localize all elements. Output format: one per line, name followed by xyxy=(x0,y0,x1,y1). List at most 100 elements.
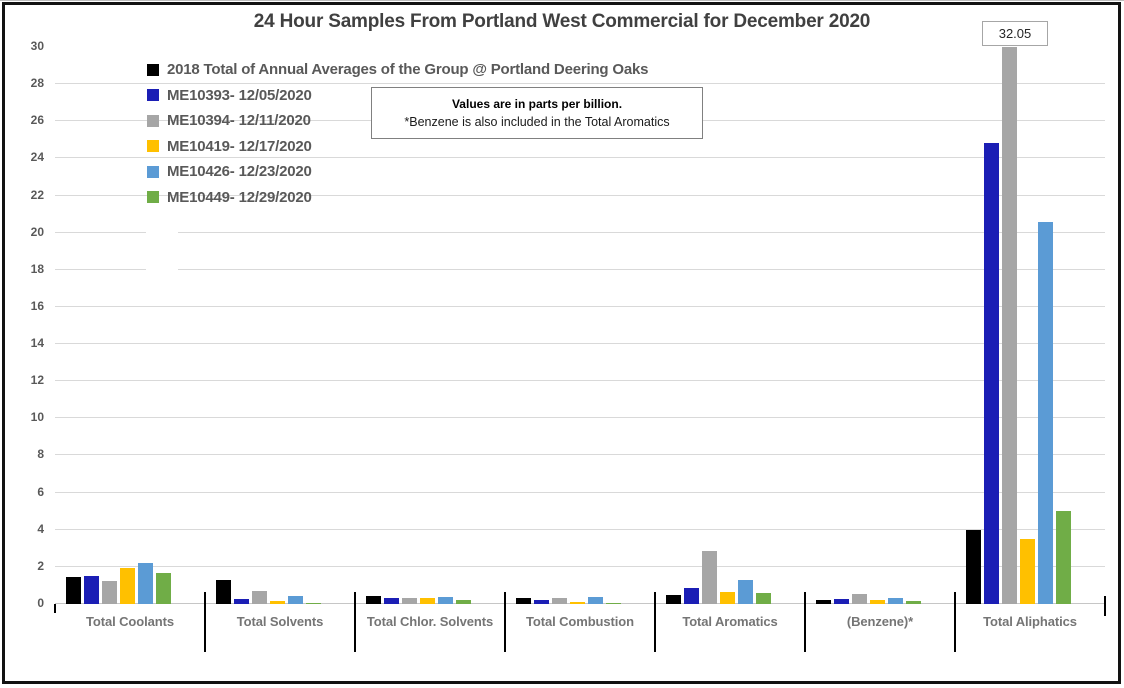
bar[interactable] xyxy=(1056,511,1071,604)
legend-item[interactable]: ME10394- 12/11/2020 xyxy=(147,108,648,134)
gridline xyxy=(55,305,1105,307)
white-patch xyxy=(146,221,178,285)
bar[interactable] xyxy=(756,592,771,604)
bar[interactable] xyxy=(438,596,453,604)
category-separator-tick xyxy=(654,592,656,652)
category-separator-tick xyxy=(804,592,806,652)
bar[interactable] xyxy=(552,597,567,604)
bar[interactable] xyxy=(402,597,417,604)
y-axis-tick-label: 28 xyxy=(30,76,44,91)
gridline xyxy=(55,83,1105,85)
category-axis-label: Total Chlor. Solvents xyxy=(366,614,494,629)
legend-label: ME10393- 12/05/2020 xyxy=(167,86,312,104)
bar[interactable] xyxy=(534,600,549,604)
legend-item[interactable]: ME10426- 12/23/2020 xyxy=(147,159,648,185)
bar-group xyxy=(205,47,355,604)
bar[interactable] xyxy=(84,576,99,604)
bar[interactable] xyxy=(816,600,831,604)
category-separator-tick xyxy=(54,604,56,613)
bar[interactable] xyxy=(984,142,999,604)
category-axis-label: Total Aliphatics xyxy=(983,614,1077,629)
y-axis-tick-label: 6 xyxy=(37,484,44,499)
y-axis-tick-label: 30 xyxy=(30,39,44,53)
bar[interactable] xyxy=(738,579,753,604)
y-axis-tick-label: 14 xyxy=(30,336,44,351)
category-axis-label: Total Coolants xyxy=(86,614,174,629)
bar[interactable] xyxy=(834,599,849,604)
gridline xyxy=(55,491,1105,493)
y-axis-tick-label: 4 xyxy=(37,521,44,536)
legend-item[interactable]: ME10449- 12/29/2020 xyxy=(147,185,648,211)
gridline xyxy=(55,231,1105,233)
bar[interactable] xyxy=(684,588,699,604)
legend-swatch-icon xyxy=(147,89,159,102)
gridline xyxy=(55,343,1105,345)
bar[interactable] xyxy=(306,602,321,604)
bar[interactable] xyxy=(702,551,717,604)
legend-swatch-icon xyxy=(147,114,159,127)
note-box: Values are in parts per billion. *Benzen… xyxy=(371,87,703,139)
legend-item[interactable]: ME10393- 12/05/2020 xyxy=(147,83,648,109)
legend-label: ME10394- 12/11/2020 xyxy=(167,112,311,130)
legend-swatch-icon xyxy=(147,63,159,76)
y-axis-tick-label: 0 xyxy=(37,596,44,610)
legend-label: ME10426- 12/23/2020 xyxy=(167,163,312,181)
legend-label: 2018 Total of Annual Averages of the Gro… xyxy=(167,61,649,79)
gridline xyxy=(55,454,1105,456)
category-axis-label: Total Combustion xyxy=(526,614,634,629)
bar[interactable] xyxy=(888,598,903,604)
bar[interactable] xyxy=(852,593,867,604)
bar[interactable] xyxy=(384,598,399,604)
bar[interactable] xyxy=(588,596,603,604)
bar[interactable] xyxy=(366,595,381,604)
y-axis-tick-label: 20 xyxy=(30,224,44,239)
bar[interactable] xyxy=(516,598,531,604)
bar[interactable] xyxy=(1038,222,1053,604)
y-axis-tick-label: 26 xyxy=(30,113,44,128)
legend-item[interactable]: 2018 Total of Annual Averages of the Gro… xyxy=(147,57,648,83)
note-line-1: Values are in parts per billion. xyxy=(451,97,623,111)
bar[interactable] xyxy=(720,591,735,604)
bar[interactable] xyxy=(138,563,153,604)
bar[interactable] xyxy=(216,579,231,604)
legend-swatch-icon xyxy=(147,140,159,153)
bar-group xyxy=(655,47,805,604)
bar[interactable] xyxy=(270,601,285,604)
gridline xyxy=(55,380,1105,382)
category-separator-tick xyxy=(204,592,206,652)
category-separator-tick xyxy=(354,592,356,652)
category-separator-tick xyxy=(504,592,506,652)
gridline xyxy=(55,194,1105,196)
bar[interactable] xyxy=(870,600,885,604)
bar[interactable] xyxy=(606,602,621,604)
bar[interactable] xyxy=(234,599,249,604)
bar[interactable] xyxy=(1002,47,1017,604)
category-separator-tick xyxy=(1104,596,1106,616)
bar[interactable] xyxy=(906,601,921,604)
bar[interactable] xyxy=(120,567,135,604)
bar-group xyxy=(505,47,655,604)
bar[interactable] xyxy=(456,600,471,604)
bar[interactable] xyxy=(102,580,117,604)
bar[interactable] xyxy=(966,529,981,604)
bar-group xyxy=(55,47,205,604)
category-separator-tick xyxy=(954,592,956,652)
bar[interactable] xyxy=(66,577,81,604)
bar[interactable] xyxy=(252,591,267,604)
bar[interactable] xyxy=(288,595,303,604)
max-value-callout: 32.05 xyxy=(982,21,1048,46)
legend-item[interactable]: ME10419- 12/17/2020 xyxy=(147,134,648,160)
y-axis-tick-label: 24 xyxy=(30,150,44,165)
bar[interactable] xyxy=(1020,539,1035,604)
category-axis-label: Total Solvents xyxy=(236,614,324,629)
bar[interactable] xyxy=(420,598,435,604)
gridline xyxy=(55,565,1105,567)
y-axis-tick-label: 10 xyxy=(30,410,44,425)
y-axis-tick-label: 2 xyxy=(37,558,44,573)
bar[interactable] xyxy=(156,573,171,604)
gridline xyxy=(55,268,1105,270)
bar[interactable] xyxy=(570,602,585,604)
bar[interactable] xyxy=(666,594,681,604)
y-axis-tick-label: 16 xyxy=(30,298,44,313)
